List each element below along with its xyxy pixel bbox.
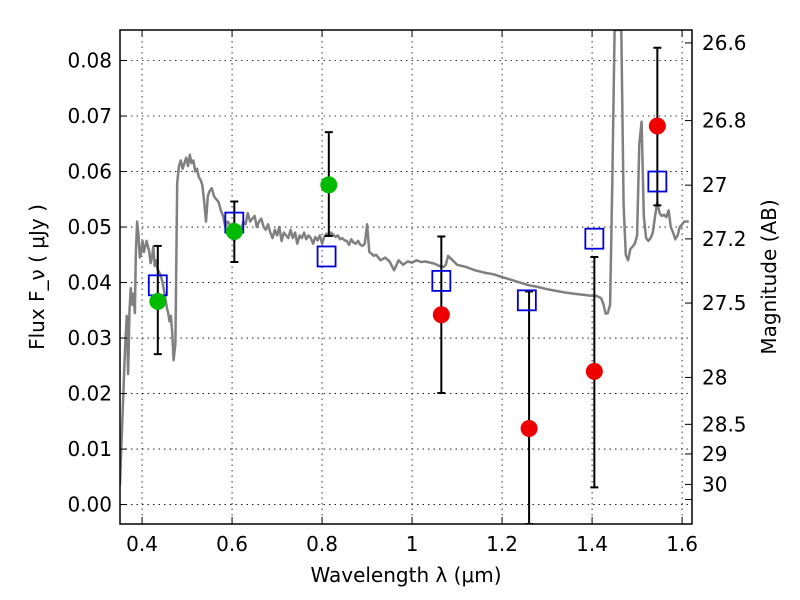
green-data-point — [320, 176, 338, 194]
right-tick-label: 28 — [702, 365, 727, 389]
model-photometry-square — [647, 170, 668, 193]
y-tick-label: 0.07 — [67, 104, 112, 128]
y-tick-label: 0.05 — [67, 215, 112, 239]
green-data-point — [225, 222, 243, 240]
y-tick-label: 0.06 — [67, 160, 112, 184]
marker-layer — [147, 117, 668, 438]
x-tick-label: 0.4 — [126, 532, 158, 556]
spectrum-line — [120, 30, 689, 486]
y-tick-label: 0.01 — [67, 437, 112, 461]
right-tick-label: 27.2 — [702, 227, 747, 251]
right-axis-label: Magnitude (AB) — [757, 199, 781, 354]
model-photometry-square — [516, 289, 537, 312]
spectrum-layer — [120, 30, 689, 486]
right-tick-labels: 26.6 26.8 27 27.2 27.5 28 28.5 29 30 — [702, 31, 747, 497]
green-data-point — [149, 292, 167, 310]
right-tick-label: 26.6 — [702, 31, 747, 55]
y-tick-label: 0.03 — [67, 326, 112, 350]
tick-layer — [120, 30, 692, 524]
x-tick-label: 1.4 — [576, 532, 608, 556]
right-tick-label: 29 — [702, 442, 727, 466]
right-tick-label: 27.5 — [702, 291, 747, 315]
model-photometry-square — [431, 269, 452, 292]
x-axis-label: Wavelength λ (μm) — [310, 563, 501, 587]
y-tick-label: 0.08 — [67, 49, 112, 73]
x-tick-label: 1.2 — [486, 532, 518, 556]
y-tick-label: 0.00 — [67, 493, 112, 517]
red-data-point — [585, 362, 603, 380]
x-tick-labels: 0.4 0.6 0.8 1 1.2 1.4 1.6 — [126, 532, 698, 556]
x-tick-label: 0.6 — [216, 532, 248, 556]
x-tick-label: 0.8 — [306, 532, 338, 556]
x-tick-label: 1.6 — [666, 532, 698, 556]
errorbar-layer — [153, 46, 662, 524]
y-tick-labels: 0.00 0.01 0.02 0.03 0.04 0.05 0.06 0.07 0.08 — [67, 49, 112, 517]
right-tick-label: 28.5 — [702, 412, 747, 436]
right-tick-label: 26.8 — [702, 109, 747, 133]
y-tick-label: 0.02 — [67, 382, 112, 406]
red-data-point — [432, 306, 450, 324]
red-data-point — [648, 117, 666, 135]
plot-frame — [119, 29, 693, 525]
model-photometry-square — [584, 227, 605, 250]
right-tick-label: 30 — [702, 472, 727, 496]
grid — [120, 30, 692, 524]
red-data-point — [520, 420, 538, 438]
right-tick-label: 27 — [702, 173, 727, 197]
x-tick-label: 1 — [406, 532, 419, 556]
y-axis-label: Flux F_ν ( μJy ) — [25, 204, 49, 350]
model-photometry-square — [316, 245, 337, 268]
y-tick-label: 0.04 — [67, 271, 112, 295]
